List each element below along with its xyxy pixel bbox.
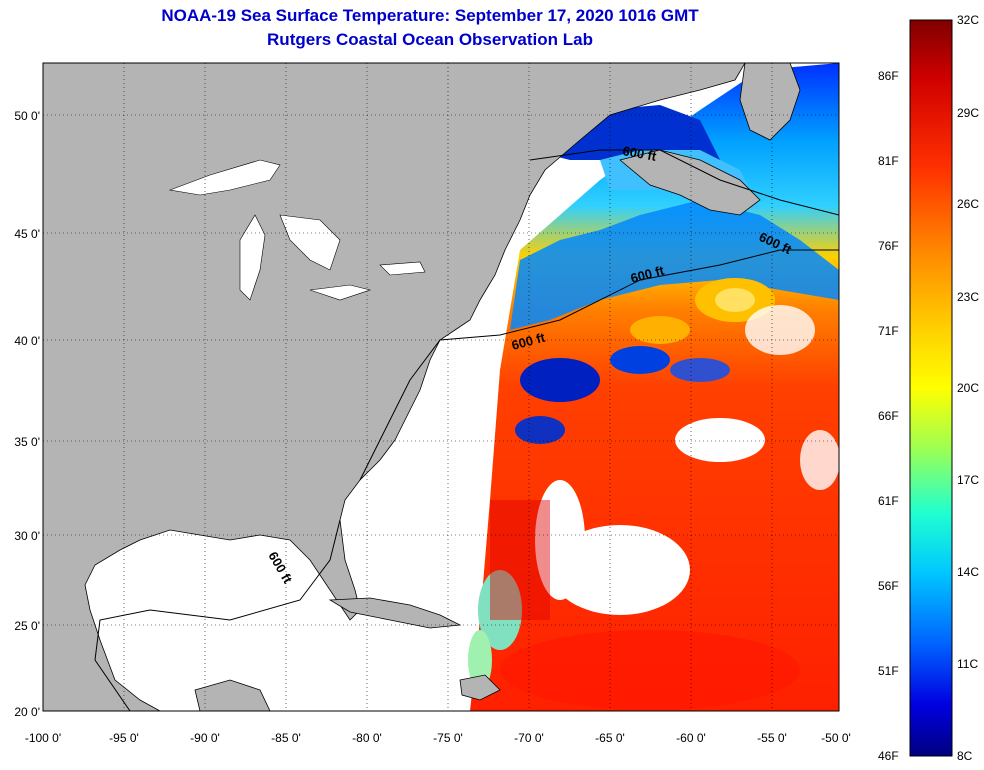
- lon-label: -90 0': [190, 731, 220, 745]
- grid-lines: [43, 63, 839, 711]
- lon-label: -50 0': [821, 731, 851, 745]
- lon-label: -80 0': [352, 731, 382, 745]
- scale-label-c: 14C: [957, 565, 979, 579]
- scale-label-f: 66F: [878, 409, 899, 423]
- lat-label: 25 0': [14, 619, 40, 633]
- map-title: NOAA-19 Sea Surface Temperature: Septemb…: [161, 6, 699, 25]
- depth-contours: [94, 149, 839, 711]
- lat-label: 50 0': [14, 109, 40, 123]
- map-border: [42, 62, 840, 712]
- lat-label: 35 0': [14, 435, 40, 449]
- scale-label-c: 23C: [957, 290, 979, 304]
- lat-label: 45 0': [14, 227, 40, 241]
- lon-label: -75 0': [433, 731, 463, 745]
- lat-axis: 50 0' 45 0' 40 0' 35 0' 30 0' 25 0' 20 0…: [14, 109, 40, 719]
- lat-label: 40 0': [14, 334, 40, 348]
- scale-label-c: 32C: [957, 13, 979, 27]
- lon-label: -100 0': [25, 731, 61, 745]
- scale-label-c: 20C: [957, 381, 979, 395]
- color-scale-bar: [909, 19, 953, 757]
- scale-label-f: 81F: [878, 154, 899, 168]
- lon-label: -55 0': [757, 731, 787, 745]
- scale-label-f: 86F: [878, 69, 899, 83]
- scale-label-f: 71F: [878, 324, 899, 338]
- lat-label: 20 0': [14, 705, 40, 719]
- great-lakes: [168, 159, 426, 301]
- scale-label-f: 56F: [878, 579, 899, 593]
- lon-label: -65 0': [595, 731, 625, 745]
- scale-label-f: 46F: [878, 749, 899, 763]
- scale-label-f: 61F: [878, 494, 899, 508]
- contour-label-1: 600 ft: [621, 143, 658, 164]
- scale-label-c: 29C: [957, 106, 979, 120]
- lat-label: 30 0': [14, 529, 40, 543]
- lon-label: -70 0': [514, 731, 544, 745]
- scale-label-c: 26C: [957, 197, 979, 211]
- lon-label: -60 0': [676, 731, 706, 745]
- scale-label-c: 8C: [957, 749, 973, 763]
- lon-label: -85 0': [271, 731, 301, 745]
- lon-label: -95 0': [109, 731, 139, 745]
- map-subtitle: Rutgers Coastal Ocean Observation Lab: [267, 30, 593, 49]
- land: [43, 63, 801, 711]
- lon-axis: -100 0' -95 0' -90 0' -85 0' -80 0' -75 …: [25, 731, 851, 745]
- scale-label-c: 17C: [957, 473, 979, 487]
- scale-label-f: 51F: [878, 664, 899, 678]
- colorbar-fahrenheit: 86F 81F 76F 71F 66F 61F 56F 51F 46F: [878, 69, 899, 763]
- colorbar-celsius: 32C 29C 26C 23C 20C 17C 14C 11C 8C: [957, 13, 979, 763]
- scale-label-c: 11C: [957, 657, 978, 671]
- scale-label-f: 76F: [878, 239, 899, 253]
